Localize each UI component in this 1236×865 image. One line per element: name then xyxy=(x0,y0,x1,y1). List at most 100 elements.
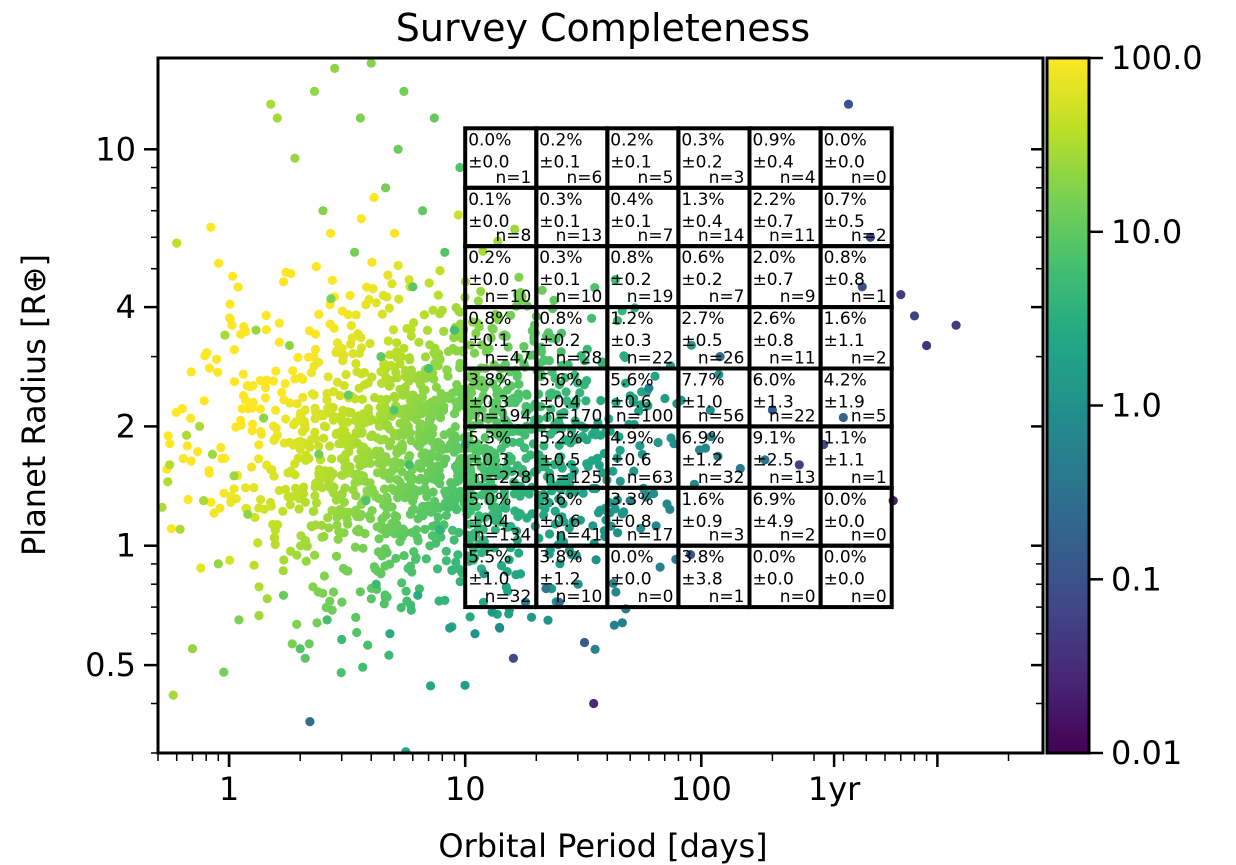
grid-cell: 1.6%±0.9n=3 xyxy=(676,485,752,548)
planet-point xyxy=(536,342,546,352)
planet-point xyxy=(351,358,361,369)
planet-point xyxy=(476,462,486,472)
planet-point xyxy=(443,346,454,357)
planet-point xyxy=(307,389,317,399)
planet-point xyxy=(270,533,280,543)
planet-point xyxy=(481,347,491,357)
planet-point xyxy=(629,466,639,476)
planet-point xyxy=(341,565,351,576)
cell-percent: 5.6% xyxy=(610,371,653,391)
grid-cell: 1.6%±1.1n=2 xyxy=(818,305,894,371)
planet-point xyxy=(579,637,590,648)
planet-point xyxy=(314,449,324,459)
planet-point xyxy=(501,503,511,513)
cell-error: ±0.0 xyxy=(824,512,865,532)
planet-point xyxy=(399,86,409,96)
planet-point xyxy=(158,502,167,512)
planet-point xyxy=(611,397,621,407)
planet-point xyxy=(441,556,451,566)
planet-point xyxy=(379,434,389,444)
cell-error: ±0.3 xyxy=(468,450,509,470)
planet-point xyxy=(336,412,346,422)
planet-point xyxy=(314,472,324,482)
planet-point xyxy=(435,524,445,534)
planet-point xyxy=(270,525,280,535)
grid-cell: 0.8%±0.1n=47 xyxy=(463,305,539,371)
planet-point xyxy=(343,519,353,529)
planet-point xyxy=(270,539,280,550)
planet-point xyxy=(363,403,373,414)
grid-cell: 1.1%±1.1n=1 xyxy=(818,424,894,490)
planet-point xyxy=(351,612,361,623)
planet-point xyxy=(213,367,223,377)
planet-point xyxy=(454,527,464,538)
planet-point xyxy=(233,282,243,292)
planet-point xyxy=(327,605,337,615)
grid-cell: 2.2%±0.7n=11 xyxy=(747,185,823,249)
planet-point xyxy=(374,419,384,430)
planet-point xyxy=(309,506,319,516)
planet-point xyxy=(485,477,496,487)
planet-point xyxy=(254,503,264,513)
planet-point xyxy=(356,343,367,353)
planet-point xyxy=(411,554,421,565)
cell-percent: 0.0% xyxy=(824,490,867,510)
planet-point xyxy=(465,519,475,529)
grid-cell: 0.4%±0.1n=7 xyxy=(605,185,681,249)
cell-percent: 5.2% xyxy=(539,428,582,448)
planet-point xyxy=(556,347,566,357)
planet-point xyxy=(195,421,205,431)
planet-point xyxy=(389,405,399,415)
planet-point xyxy=(331,495,341,505)
cell-percent: 0.8% xyxy=(468,309,511,329)
planet-point xyxy=(256,429,267,439)
planet-point xyxy=(281,414,291,424)
cell-percent: 2.0% xyxy=(753,248,796,268)
planet-point xyxy=(322,395,332,405)
planet-point xyxy=(582,376,592,386)
planet-point xyxy=(355,587,365,597)
planet-point xyxy=(514,272,524,282)
planet-point xyxy=(611,587,621,597)
planet-point xyxy=(480,433,490,443)
colorbar-tick-label: 10.0 xyxy=(1111,213,1182,251)
planet-point xyxy=(570,433,580,443)
planet-point xyxy=(306,368,317,378)
planet-point xyxy=(381,421,391,431)
planet-point xyxy=(578,488,588,498)
planet-point xyxy=(838,412,848,423)
cell-error: ±1.2 xyxy=(681,450,722,470)
planet-point xyxy=(561,387,571,397)
planet-point xyxy=(546,404,556,414)
planet-point xyxy=(582,344,592,354)
planet-point xyxy=(385,629,395,639)
planet-point xyxy=(767,405,778,415)
planet-point xyxy=(490,309,500,320)
planet-point xyxy=(478,391,488,401)
planet-point xyxy=(540,462,550,472)
planet-point xyxy=(545,473,555,483)
planet-point xyxy=(449,325,459,335)
cell-percent: 3.8% xyxy=(681,548,724,568)
planet-point xyxy=(313,357,323,367)
planet-point xyxy=(379,360,389,370)
planet-point xyxy=(420,524,430,534)
planet-point xyxy=(455,577,465,587)
planet-point xyxy=(319,571,329,581)
cell-error: ±1.1 xyxy=(824,331,865,351)
cell-percent: 4.2% xyxy=(824,371,867,391)
planet-point xyxy=(311,262,321,272)
planet-point xyxy=(477,490,487,500)
planet-point xyxy=(346,408,356,418)
planet-point xyxy=(351,428,361,438)
planet-point xyxy=(260,383,271,393)
planet-point xyxy=(225,299,235,309)
cell-count: n=10 xyxy=(556,587,603,607)
cell-error: ±0.8 xyxy=(753,331,794,351)
grid-cell: 0.3%±0.2n=3 xyxy=(676,126,752,190)
grid-cell: 0.8%±0.8n=1 xyxy=(818,244,894,310)
planet-point xyxy=(196,563,206,573)
planet-point xyxy=(212,354,222,364)
planet-point xyxy=(294,439,304,449)
planet-point xyxy=(409,485,419,495)
